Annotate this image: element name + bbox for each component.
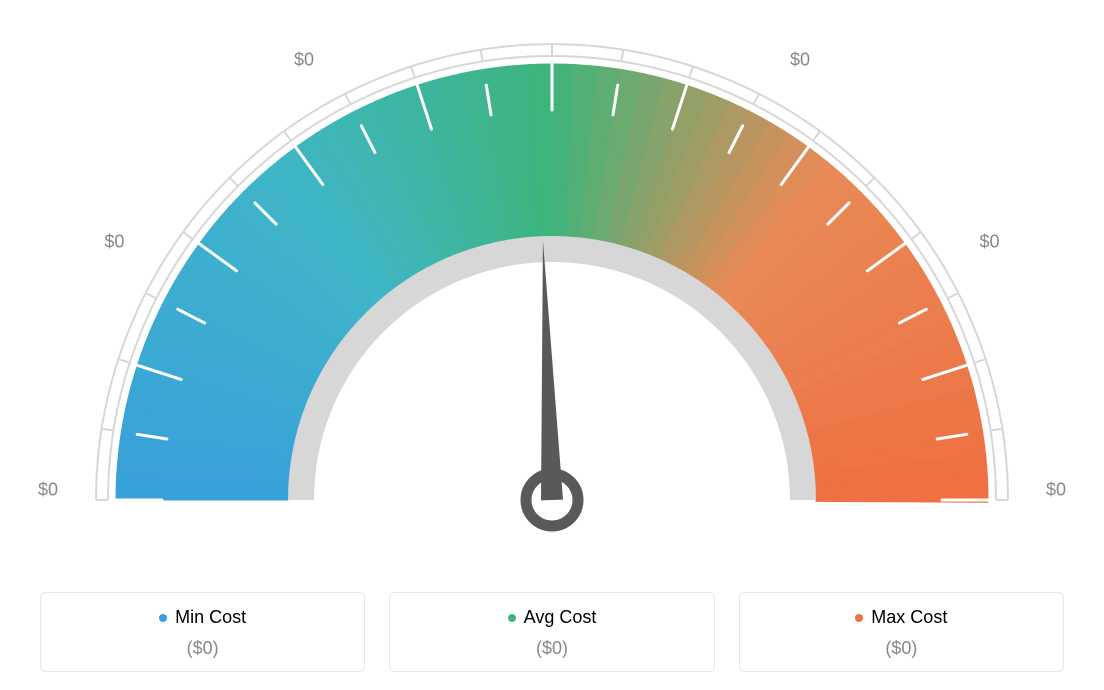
legend-title-avg: Avg Cost: [508, 607, 597, 628]
legend-value-avg: ($0): [400, 638, 703, 659]
gauge-tick-label: $0: [790, 50, 810, 71]
legend-box-min: Min Cost ($0): [40, 592, 365, 672]
legend-box-avg: Avg Cost ($0): [389, 592, 714, 672]
gauge-tick-label: $0: [38, 480, 58, 501]
legend-box-max: Max Cost ($0): [739, 592, 1064, 672]
dot-icon: [855, 614, 863, 622]
legend-value-min: ($0): [51, 638, 354, 659]
legend-label-max: Max Cost: [871, 607, 947, 628]
dot-icon: [508, 614, 516, 622]
legend-label-avg: Avg Cost: [524, 607, 597, 628]
gauge-tick-label: $0: [104, 232, 124, 253]
legend-title-max: Max Cost: [855, 607, 947, 628]
gauge-wrap: [0, 10, 1104, 575]
legend-title-min: Min Cost: [159, 607, 246, 628]
legend-label-min: Min Cost: [175, 607, 246, 628]
dot-icon: [159, 614, 167, 622]
legend-value-max: ($0): [750, 638, 1053, 659]
gauge-chart-container: $0$0$0$0$0$0$0 Min Cost ($0) Avg Cost ($…: [0, 0, 1104, 690]
gauge-tick-label: $0: [980, 232, 1000, 253]
gauge-tick-label: $0: [294, 50, 314, 71]
legend-row: Min Cost ($0) Avg Cost ($0) Max Cost ($0…: [0, 592, 1104, 672]
gauge-svg: [0, 10, 1104, 570]
gauge-tick-label: $0: [1046, 480, 1066, 501]
